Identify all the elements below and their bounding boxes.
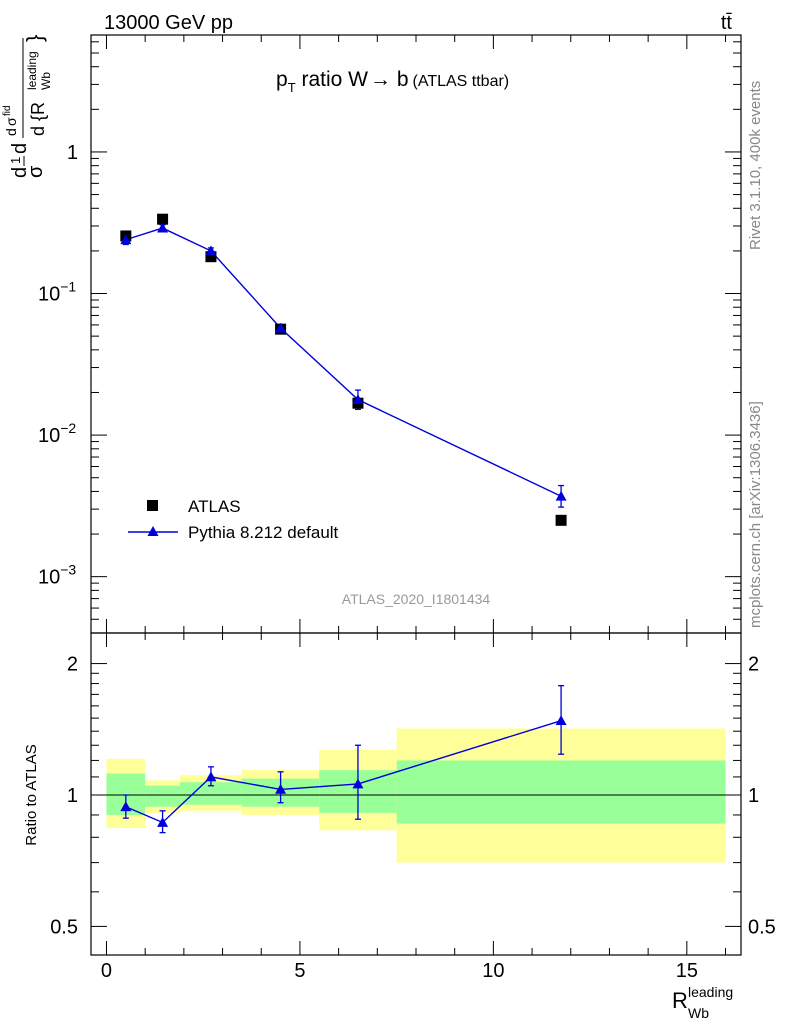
- mcplots-source-label: mcplots.cern.ch [arXiv:1306.3436]: [747, 401, 764, 628]
- ratio-point: [275, 783, 287, 794]
- header-left: 13000 GeV pp: [104, 12, 233, 34]
- ratio-point: [120, 801, 132, 812]
- ratio-y-axis-label: Ratio to ATLAS: [23, 744, 40, 845]
- svg-text:σ: σ: [25, 165, 47, 178]
- green-band-5: [396, 760, 726, 824]
- main-y-axis-label: d σ 1 d d σ fid d {R Wb leading }: [2, 35, 53, 178]
- ratio-point: [157, 816, 169, 827]
- ratio-y-tick-label: 1: [67, 785, 78, 807]
- ratio-uncertainty-bands: [106, 728, 726, 863]
- pythia-point: [352, 394, 364, 405]
- main-y-tick-label: 10−3: [38, 562, 76, 589]
- main-y-tick-label: 10−1: [38, 279, 76, 306]
- ratio-point: [205, 771, 217, 782]
- green-band-2: [179, 782, 242, 805]
- x-tick-label: 15: [676, 960, 698, 982]
- ratio-point: [352, 778, 364, 789]
- svg-text:Wb: Wb: [39, 72, 53, 90]
- svg-text:d: d: [9, 143, 31, 154]
- svg-text:leading: leading: [688, 984, 733, 1000]
- pythia-line: [125, 227, 562, 497]
- svg-text:Wb: Wb: [688, 1005, 709, 1021]
- x-tick-label: 0: [101, 960, 112, 982]
- ratio-plot-series: [120, 685, 567, 834]
- ratio-line: [125, 719, 562, 824]
- pythia-point: [275, 322, 287, 333]
- ratio-y-tick-label-right: 0.5: [748, 916, 776, 938]
- legend-atlas-marker: [147, 500, 158, 511]
- x-tick-label: 5: [294, 960, 305, 982]
- main-y-tick-label: 1: [67, 142, 78, 164]
- pythia-point: [555, 490, 567, 501]
- x-axis-title: R Wb leading: [672, 984, 733, 1021]
- main-y-tick-label: 10−2: [38, 420, 76, 447]
- pythia-point: [205, 245, 217, 256]
- legend: ATLAS Pythia 8.212 default: [128, 497, 339, 542]
- svg-text:}: }: [22, 35, 47, 42]
- rivet-version-label: Rivet 3.1.10, 400k events: [747, 81, 764, 250]
- main-plot-series: [120, 213, 567, 526]
- analysis-id-watermark: ATLAS_2020_I1801434: [342, 591, 491, 607]
- main-frame: [90, 34, 742, 634]
- atlas-point: [555, 514, 567, 526]
- ratio-point: [555, 715, 567, 726]
- ratio-y-tick-label-right: 2: [748, 654, 759, 676]
- ratio-y-tick-label: 2: [67, 654, 78, 676]
- pythia-point: [157, 222, 169, 233]
- legend-atlas-label: ATLAS: [188, 497, 241, 516]
- ratio-y-tick-label-right: 1: [748, 785, 759, 807]
- svg-text:1: 1: [8, 157, 23, 164]
- green-band-1: [145, 785, 180, 807]
- pythia-point: [120, 234, 132, 245]
- svg-text:fid: fid: [2, 105, 13, 116]
- tick-labels: 10−3 10−2 10−1 1 0.5 0.5 1 1 2 2 0 5 10 15: [38, 142, 776, 982]
- svg-text:d: d: [9, 167, 31, 178]
- x-tick-label: 10: [482, 960, 504, 982]
- svg-text:R: R: [672, 988, 688, 1013]
- atlas-point: [205, 251, 217, 263]
- svg-text:σ: σ: [3, 117, 19, 126]
- svg-text:d {R: d {R: [28, 102, 48, 136]
- legend-pythia-marker: [147, 526, 159, 536]
- plot-axes: [90, 34, 742, 956]
- ratio-y-tick-label: 0.5: [50, 916, 78, 938]
- atlas-point: [157, 213, 169, 225]
- svg-text:d: d: [3, 128, 19, 136]
- legend-pythia-label: Pythia 8.212 default: [188, 523, 339, 542]
- header-right: tt̄: [721, 12, 733, 34]
- main-plot-title: pT ratio W→ b (ATLAS ttbar): [276, 68, 509, 95]
- svg-text:leading: leading: [25, 51, 39, 90]
